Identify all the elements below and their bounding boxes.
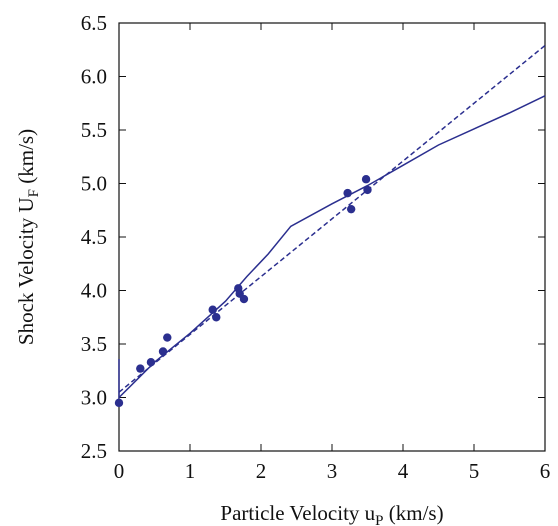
data-point <box>346 204 356 214</box>
x-axis-title-units: (km/s) <box>384 501 444 525</box>
y-tick-label: 5.0 <box>81 172 107 196</box>
y-tick-label: 3.0 <box>81 386 107 410</box>
x-tick-label: 2 <box>256 459 267 483</box>
x-axis-title-subscript: P <box>375 513 383 526</box>
data-point <box>239 294 249 304</box>
y-tick-label: 4.0 <box>81 279 107 303</box>
plot-frame <box>118 22 546 452</box>
data-point <box>361 175 371 184</box>
y-tick-label: 3.5 <box>81 332 107 356</box>
y-axis-title-main: Shock Velocity U <box>14 197 38 345</box>
x-axis-title-main: Particle Velocity u <box>220 501 375 525</box>
data-point <box>114 398 124 408</box>
y-tick-label: 4.5 <box>81 225 107 249</box>
data-point <box>163 333 172 342</box>
x-tick-label: 3 <box>327 459 338 483</box>
dashed-fit-line <box>118 44 546 393</box>
data-point <box>212 313 221 322</box>
ticks: 0 1 2 3 4 5 6 2.5 3.0 3.5 4.0 4.5 5.0 5.5 6.0 6.5 <box>81 11 551 483</box>
y-axis-title-subscript: F <box>26 189 42 197</box>
x-axis-title: Particle Velocity uP (km/s) <box>220 501 443 526</box>
x-tick-label: 5 <box>469 459 480 483</box>
y-tick-label: 5.5 <box>81 118 107 142</box>
x-tick-label: 6 <box>540 459 551 483</box>
series <box>114 44 546 408</box>
y-tick-label: 2.5 <box>81 439 107 463</box>
x-tick-label: 1 <box>185 459 196 483</box>
y-axis-title-units: (km/s) <box>14 129 38 189</box>
y-axis-title: Shock Velocity UF (km/s) <box>14 129 42 345</box>
data-point <box>136 364 145 373</box>
y-tick-label: 6.0 <box>81 65 107 89</box>
axes <box>118 22 546 452</box>
solid-model-line <box>118 95 546 400</box>
x-tick-label: 0 <box>114 459 125 483</box>
x-tick-label: 4 <box>398 459 409 483</box>
y-tick-label: 6.5 <box>81 11 107 35</box>
